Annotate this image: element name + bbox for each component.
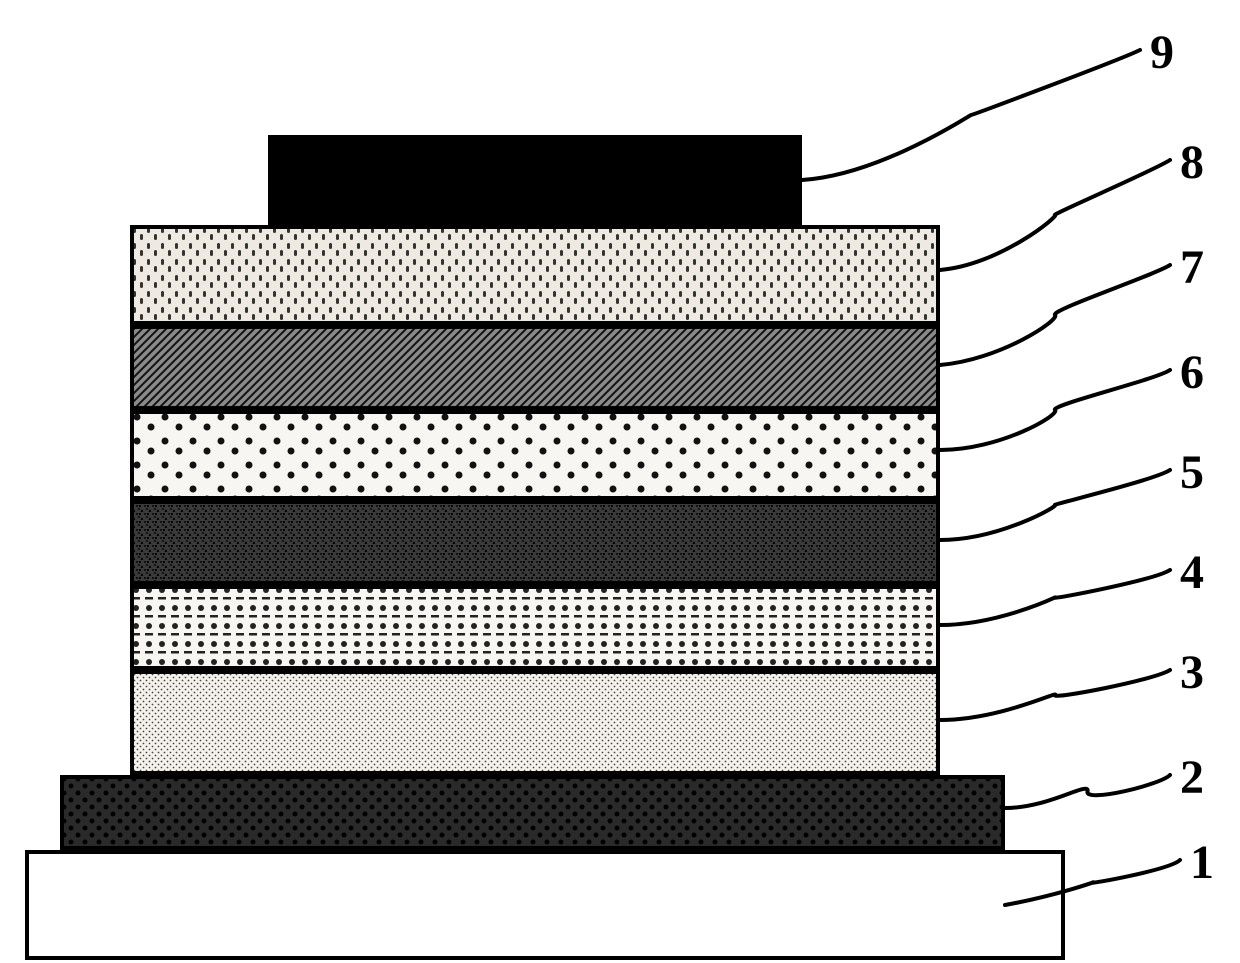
layer-9 [268, 135, 802, 225]
layer-label-2: 2 [1180, 750, 1204, 805]
layer-label-8: 8 [1180, 135, 1204, 190]
layer-6 [130, 410, 940, 500]
layer-1 [25, 850, 1065, 960]
layer-5 [130, 500, 940, 585]
layer-2 [60, 775, 1005, 850]
layer-8 [130, 225, 940, 325]
layer-label-9: 9 [1150, 25, 1174, 80]
layer-label-4: 4 [1180, 545, 1204, 600]
layer-3 [130, 670, 940, 775]
layer-7 [130, 325, 940, 410]
layer-label-3: 3 [1180, 645, 1204, 700]
layer-label-7: 7 [1180, 240, 1204, 295]
layer-4 [130, 585, 940, 670]
layer-label-1: 1 [1190, 835, 1214, 890]
layer-label-6: 6 [1180, 345, 1204, 400]
diagram-stage: 1 2 3 4 5 6 7 89 [0, 0, 1240, 963]
layer-label-5: 5 [1180, 445, 1204, 500]
